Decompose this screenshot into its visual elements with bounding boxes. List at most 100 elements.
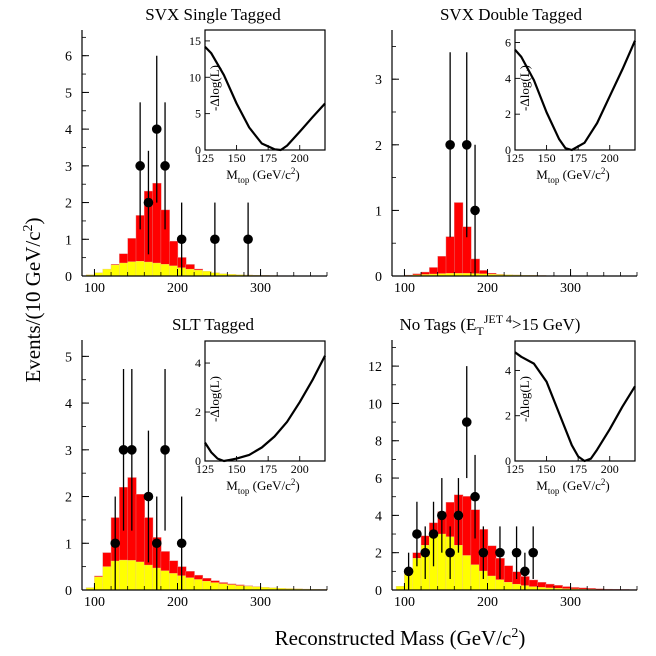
- inset-x-tick-label: 125: [196, 462, 214, 476]
- data-point: [127, 445, 137, 455]
- background-bin: [110, 264, 120, 277]
- data-point: [160, 161, 170, 171]
- inset-x-tick-label: 150: [538, 462, 556, 476]
- background-bin: [119, 559, 129, 591]
- data-point: [461, 417, 472, 427]
- inset-y-tick-label: 0: [195, 454, 201, 468]
- background-bin: [227, 584, 237, 591]
- y-tick-label: 2: [375, 139, 382, 154]
- likelihood-curve: [514, 351, 636, 463]
- background-bin: [235, 585, 245, 591]
- inset-x-tick-label: 150: [228, 151, 246, 165]
- inset-x-tick-label: 200: [601, 151, 619, 165]
- y-tick-label: 0: [375, 584, 382, 599]
- inset-y-axis-label: -Δlog(L): [517, 376, 532, 422]
- inset-frame: [514, 340, 636, 462]
- background-bin: [462, 555, 472, 591]
- y-tick-label: 0: [65, 584, 72, 599]
- inset-x-tick-label: 175: [569, 151, 587, 165]
- data-point: [151, 538, 162, 549]
- inset-y-tick-label: 10: [189, 70, 201, 84]
- x-tick-label: 200: [167, 281, 188, 296]
- inset-frame: [204, 340, 326, 462]
- y-tick-label: 2: [65, 491, 72, 506]
- inset-y-tick-label: 2: [505, 107, 511, 121]
- likelihood-curve: [514, 40, 637, 152]
- data-point: [118, 445, 129, 455]
- inset-frame: [204, 29, 326, 151]
- background-bin: [144, 564, 154, 591]
- inset-y-tick-label: 2: [505, 409, 511, 423]
- y-tick-label: 3: [65, 444, 72, 459]
- x-tick-label: 100: [394, 281, 415, 296]
- background-bin: [193, 579, 204, 591]
- background-bin: [487, 575, 497, 591]
- y-tick-label: 2: [65, 197, 72, 212]
- inset-y-tick-label: 6: [505, 36, 511, 50]
- inset-x-tick-label: 175: [569, 462, 587, 476]
- signal-bin: [454, 202, 464, 277]
- x-tick-label: 100: [84, 595, 105, 610]
- data-point: [176, 538, 187, 549]
- data-points: [135, 55, 253, 276]
- y-tick-label: 3: [375, 73, 382, 88]
- data-point: [478, 547, 489, 558]
- panel-title-no-tags: No Tags (ETJET 4>15 GeV): [400, 312, 581, 338]
- inset-y-tick-label: 4: [505, 71, 511, 85]
- signal-bin: [445, 236, 455, 277]
- inset-y-axis-label: -Δlog(L): [207, 65, 222, 111]
- global-x-axis-label: Reconstructed Mass (GeV/c2): [275, 626, 526, 650]
- y-tick-label: 4: [65, 397, 72, 412]
- inset-x-tick-label: 200: [601, 462, 619, 476]
- y-tick-label: 1: [65, 537, 72, 552]
- background-bin: [169, 573, 179, 591]
- data-point: [135, 161, 145, 171]
- inset-x-tick-label: 200: [291, 151, 309, 165]
- inset-y-tick-label: 4: [195, 356, 201, 370]
- inset-x-tick-label: 125: [506, 151, 524, 165]
- panel-title-svx-single: SVX Single Tagged: [145, 5, 281, 24]
- data-point: [520, 566, 530, 577]
- inset-y-tick-label: 0: [505, 143, 511, 157]
- data-points: [445, 52, 480, 276]
- inset-x-tick-label: 125: [196, 151, 214, 165]
- global-y-axis-label: Events/(10 GeV/c2): [21, 217, 45, 382]
- y-tick-label: 12: [368, 360, 382, 375]
- x-tick-label: 200: [477, 281, 498, 296]
- background-bin: [169, 265, 179, 277]
- background-bin: [160, 570, 170, 591]
- data-point: [151, 124, 162, 134]
- y-tick-label: 8: [375, 435, 382, 450]
- inset-likelihood: 0 2 4 125 150 175 200 -Δlog(L) Mtop (GeV/c2): [505, 340, 636, 496]
- x-tick-label: 100: [84, 281, 105, 296]
- y-tick-label: 4: [65, 123, 72, 138]
- y-tick-label: 2: [375, 547, 382, 562]
- y-tick-label: 6: [65, 50, 72, 65]
- data-point: [445, 140, 455, 150]
- data-point: [528, 547, 538, 558]
- background-bin: [119, 262, 129, 277]
- inset-likelihood: 0 2 4 125 150 175 200 -Δlog(L) Mtop (GeV/c2): [195, 340, 326, 496]
- data-point: [453, 510, 464, 521]
- histogram-bins: [85, 477, 328, 591]
- x-tick-label: 300: [560, 595, 581, 610]
- y-tick-label: 1: [65, 233, 72, 248]
- background-bin: [185, 268, 195, 277]
- background-bin: [470, 564, 480, 591]
- inset-y-axis-label: -Δlog(L): [207, 376, 222, 422]
- inset-x-tick-label: 175: [259, 151, 277, 165]
- background-bin: [185, 577, 195, 591]
- background-bin: [102, 566, 112, 591]
- x-tick-label: 300: [250, 595, 271, 610]
- background-bin: [135, 561, 145, 591]
- inset-y-tick-label: 0: [195, 143, 201, 157]
- background-bin: [160, 264, 170, 277]
- background-bin: [127, 261, 137, 277]
- inset-x-tick-label: 150: [538, 151, 556, 165]
- inset-x-tick-label: 125: [506, 462, 524, 476]
- data-points: [110, 368, 187, 590]
- signal-bin: [437, 256, 447, 277]
- data-point: [243, 234, 253, 245]
- x-tick-label: 300: [560, 281, 581, 296]
